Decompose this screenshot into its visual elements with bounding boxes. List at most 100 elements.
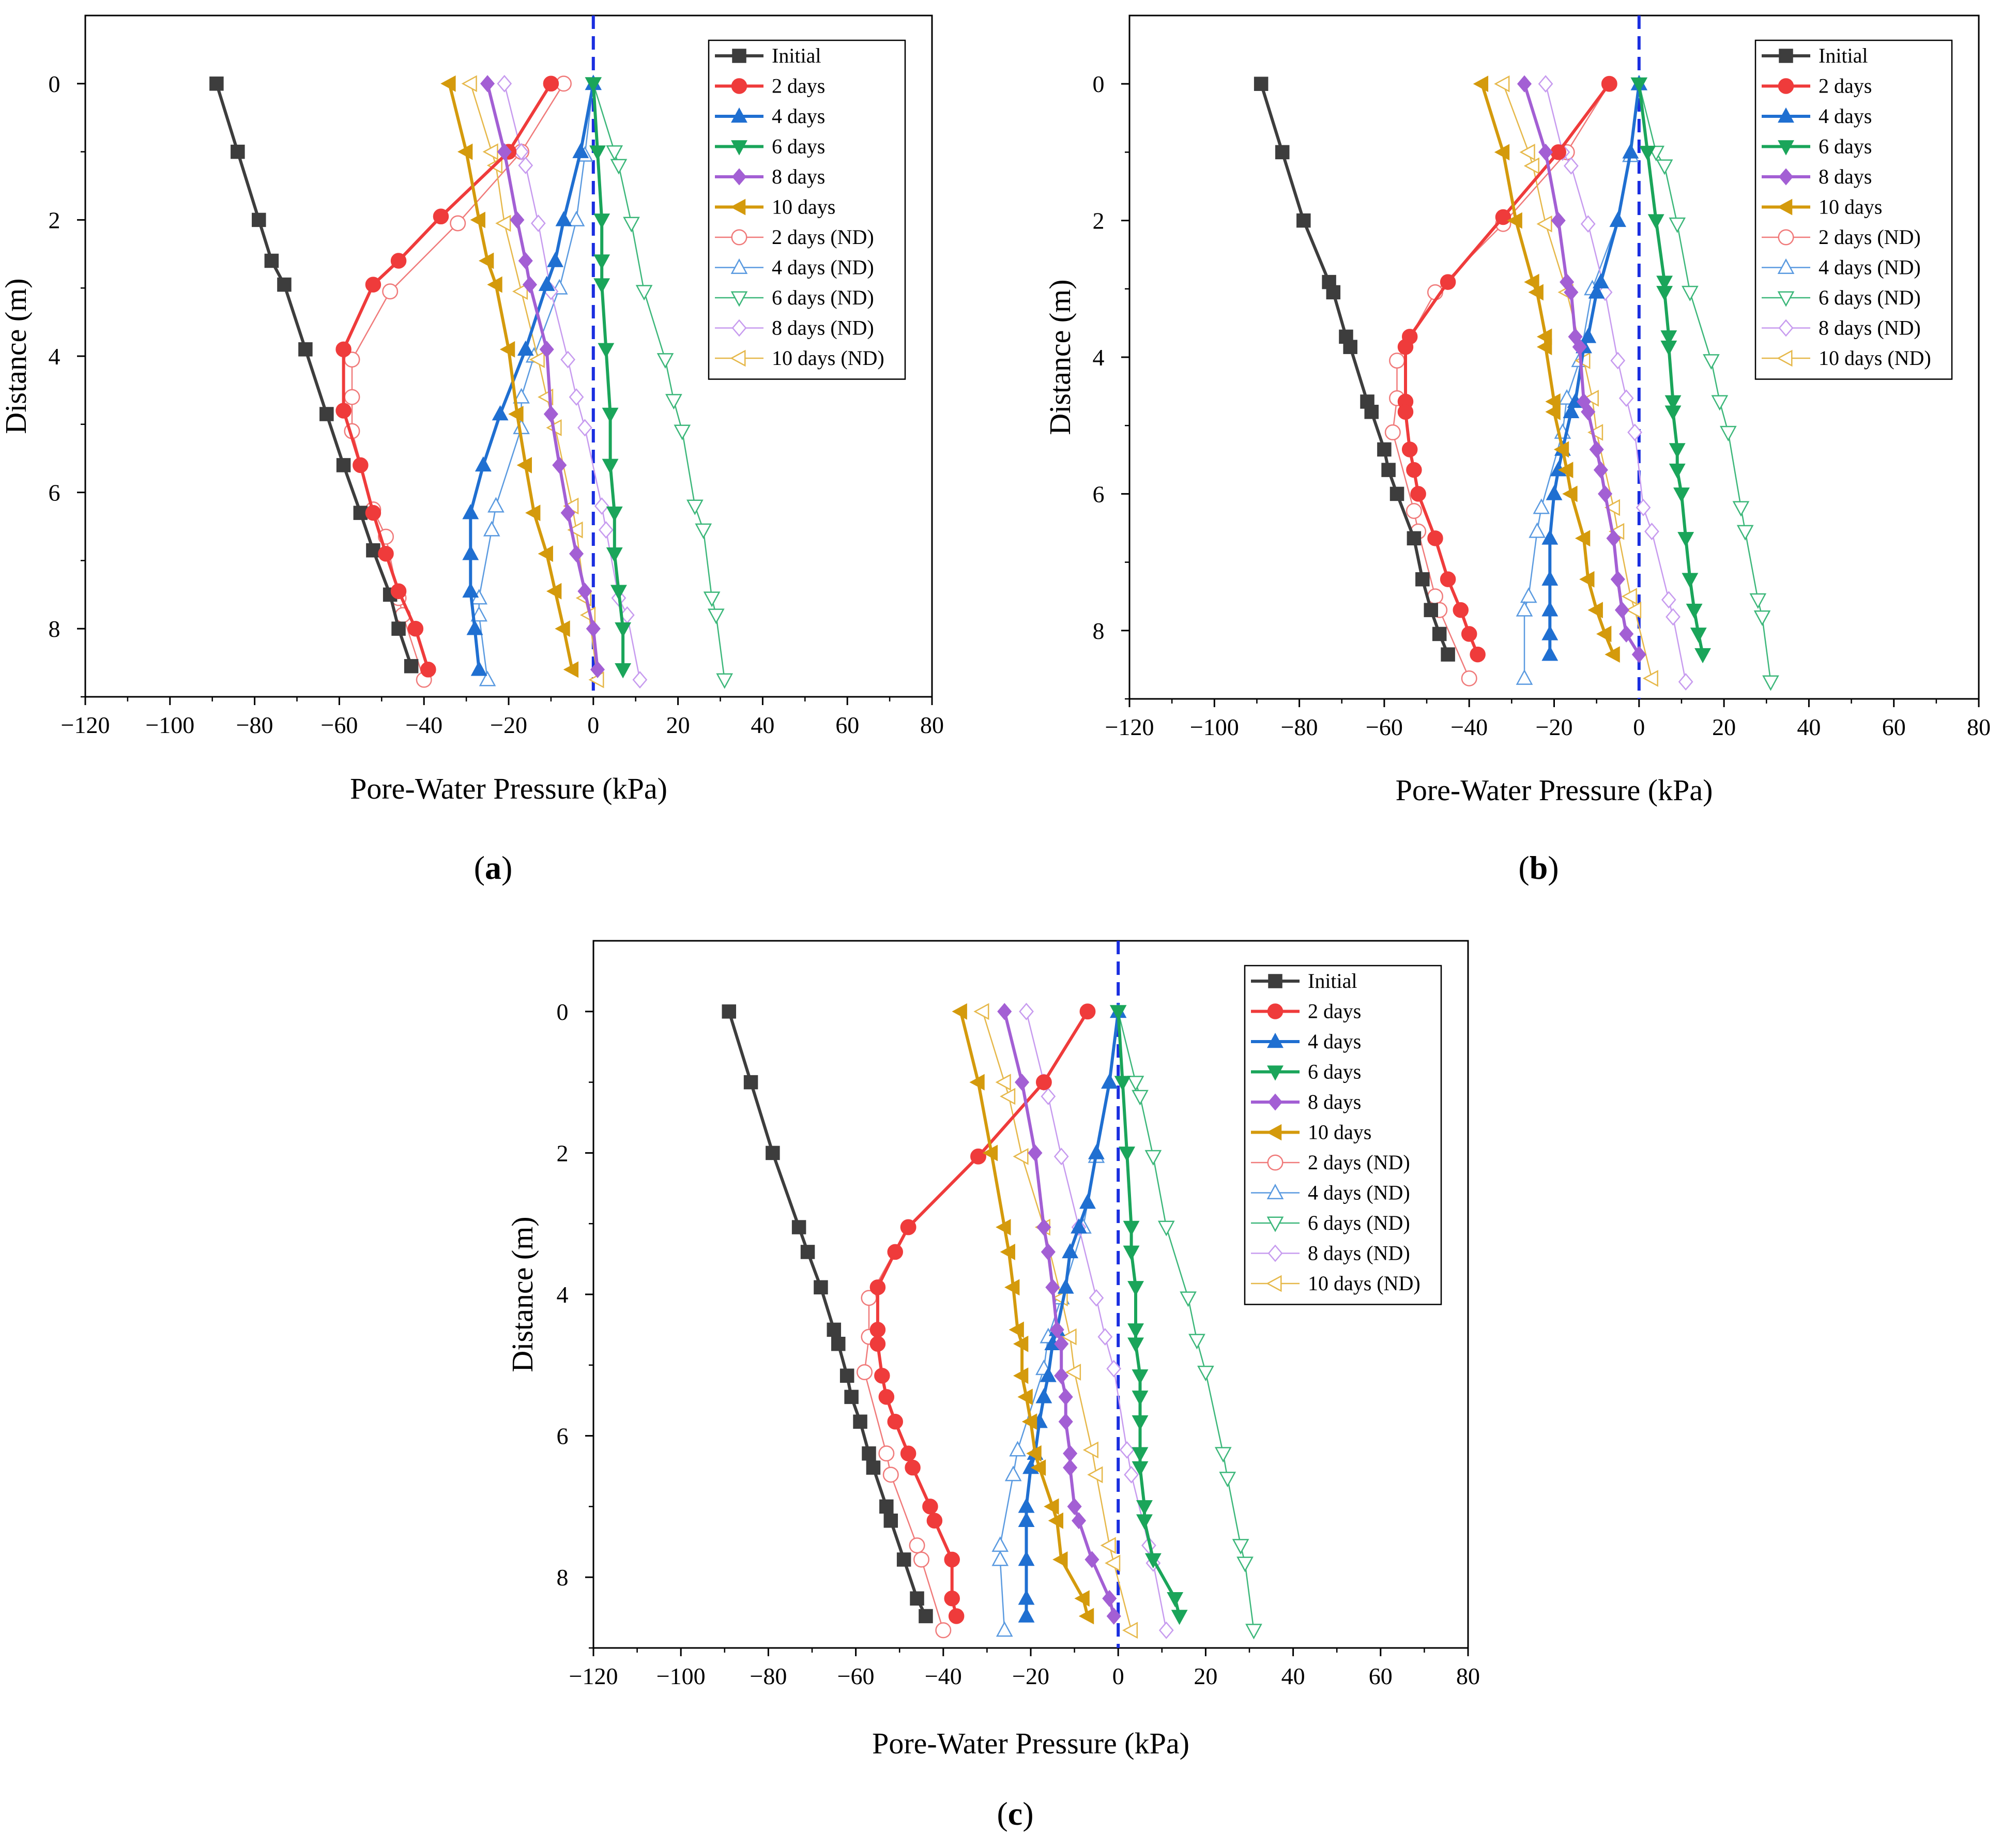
data-point bbox=[1669, 217, 1686, 233]
legend-item: 2 days (ND) bbox=[715, 225, 874, 249]
legend-marker bbox=[731, 168, 747, 186]
data-point bbox=[569, 545, 584, 562]
y-tick-label: 4 bbox=[557, 1281, 569, 1308]
data-point bbox=[1580, 328, 1597, 343]
data-point bbox=[1553, 441, 1569, 458]
data-point bbox=[1516, 669, 1533, 685]
data-point bbox=[791, 1220, 806, 1234]
data-point bbox=[365, 277, 381, 293]
data-point bbox=[1054, 1335, 1069, 1353]
data-point bbox=[910, 1591, 924, 1606]
data-point bbox=[1119, 1147, 1136, 1162]
data-point bbox=[487, 276, 502, 293]
data-point bbox=[969, 1074, 985, 1091]
data-point bbox=[857, 1364, 873, 1380]
data-point bbox=[766, 1146, 780, 1160]
data-point bbox=[1550, 144, 1566, 160]
data-point bbox=[1664, 395, 1682, 411]
data-point bbox=[1052, 1551, 1068, 1568]
data-point bbox=[1074, 1590, 1090, 1607]
legend-marker bbox=[1777, 349, 1793, 367]
data-point bbox=[935, 1622, 952, 1639]
series-6-days bbox=[1630, 77, 1711, 664]
data-point bbox=[1127, 1337, 1144, 1353]
data-point bbox=[1057, 1278, 1074, 1294]
data-point bbox=[1067, 1498, 1082, 1515]
data-point bbox=[1017, 1388, 1033, 1406]
series-line bbox=[342, 83, 553, 670]
data-point bbox=[913, 1551, 929, 1568]
legend: Initial 2 days 4 days 6 days 8 days 10 days 2 … bbox=[1244, 965, 1442, 1305]
data-point bbox=[887, 1244, 903, 1260]
data-point bbox=[869, 1336, 886, 1352]
data-point bbox=[1533, 498, 1550, 514]
legend-label: Initial bbox=[1819, 44, 1868, 67]
legend-marker bbox=[1778, 229, 1794, 246]
data-point bbox=[919, 1609, 933, 1624]
y-tick-label: 6 bbox=[49, 480, 60, 506]
legend-label: 4 days (ND) bbox=[772, 256, 874, 279]
data-point bbox=[1587, 424, 1603, 441]
x-tick-label: 0 bbox=[1633, 714, 1645, 740]
x-tick-label: −120 bbox=[1105, 714, 1154, 740]
data-point bbox=[407, 620, 424, 637]
y-axis-title: Distance (m) bbox=[506, 1216, 539, 1372]
data-point bbox=[1618, 389, 1634, 407]
series-line bbox=[1259, 83, 1449, 655]
series-2-days-nd bbox=[857, 1003, 1096, 1639]
data-point bbox=[518, 252, 533, 270]
data-point bbox=[1000, 1088, 1016, 1105]
data-point bbox=[874, 1368, 890, 1384]
data-point bbox=[594, 497, 609, 515]
data-point bbox=[1236, 1556, 1254, 1572]
data-point bbox=[1009, 1321, 1024, 1338]
data-point bbox=[1132, 1090, 1149, 1106]
data-point bbox=[1013, 1148, 1029, 1165]
data-point bbox=[499, 341, 515, 358]
x-tick-label: −80 bbox=[750, 1663, 787, 1689]
data-point bbox=[487, 497, 505, 513]
legend-label: 6 days bbox=[772, 135, 825, 158]
legend-item: 8 days bbox=[1251, 1090, 1361, 1113]
data-point bbox=[1424, 603, 1439, 617]
y-tick-label: 8 bbox=[557, 1564, 569, 1591]
series-line bbox=[1025, 1011, 1120, 1616]
data-point bbox=[1013, 1367, 1029, 1384]
legend-marker bbox=[1779, 49, 1793, 63]
data-point bbox=[1132, 1369, 1149, 1385]
x-tick-label: −60 bbox=[1366, 714, 1403, 740]
legend-marker bbox=[732, 49, 746, 63]
data-point bbox=[593, 254, 610, 270]
data-point bbox=[1384, 424, 1401, 440]
data-point bbox=[922, 1499, 938, 1515]
x-tick-label: 60 bbox=[1369, 1663, 1393, 1689]
data-point bbox=[1656, 276, 1673, 291]
legend-marker bbox=[1266, 1124, 1282, 1141]
data-point bbox=[1545, 403, 1561, 420]
x-axis-title: Pore-Water Pressure (kPa) bbox=[872, 1727, 1189, 1760]
x-tick-label: 60 bbox=[835, 712, 859, 738]
data-point bbox=[1589, 440, 1604, 459]
legend-marker bbox=[1267, 1244, 1283, 1262]
data-point bbox=[1507, 212, 1522, 229]
legend-item: 8 days (ND) bbox=[715, 316, 874, 340]
data-point bbox=[1124, 1465, 1139, 1484]
data-point bbox=[869, 1279, 886, 1295]
legend-marker bbox=[1267, 1154, 1284, 1171]
data-point bbox=[1132, 1461, 1149, 1477]
data-point bbox=[538, 276, 555, 291]
data-point bbox=[1473, 75, 1489, 93]
x-axis-title: Pore-Water Pressure (kPa) bbox=[1396, 773, 1713, 807]
data-point bbox=[1703, 354, 1720, 370]
data-point bbox=[497, 74, 512, 93]
legend-label: 4 days bbox=[772, 104, 825, 128]
data-point bbox=[512, 283, 528, 300]
data-point bbox=[1732, 501, 1750, 517]
data-point bbox=[1694, 648, 1711, 664]
data-point bbox=[1564, 283, 1579, 301]
series-line bbox=[1638, 83, 1771, 682]
data-point bbox=[1078, 1608, 1094, 1625]
panel-label: (c) bbox=[997, 1795, 1033, 1832]
data-point bbox=[1546, 485, 1563, 500]
data-point bbox=[1580, 215, 1596, 233]
